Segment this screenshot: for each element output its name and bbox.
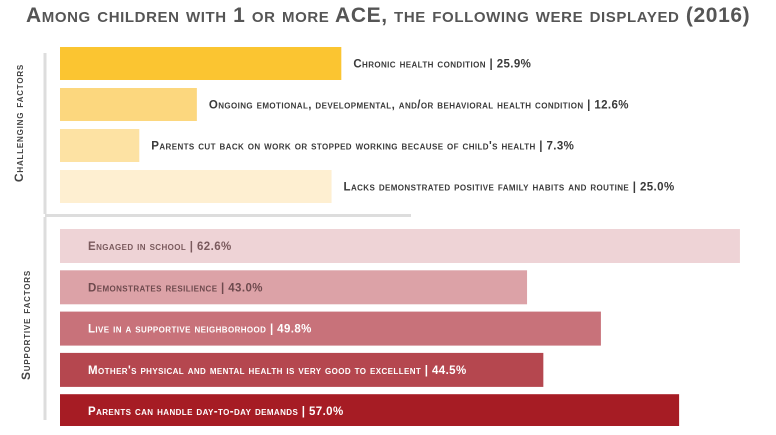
supportive-bar-2 (60, 311, 601, 346)
challenging-bar-2 (60, 129, 140, 162)
supportive-bar-label-1: Demonstrates resilience | 43.0% (88, 282, 263, 294)
supportive-bar-label-4: Parents can handle day-to-day demands | … (88, 406, 344, 418)
supportive-bar-3 (60, 352, 544, 387)
supportive-bar-4 (60, 394, 680, 426)
challenging-bar-label-2: Parents cut back on work or stopped work… (151, 141, 574, 153)
bars-layer (60, 47, 740, 426)
supportive-bar-label-0: Engaged in school | 62.6% (88, 241, 232, 253)
challenging-bar-label-1: Ongoing emotional, developmental, and/or… (209, 100, 629, 112)
supportive-bar-label-2: Live in a supportive neighborhood | 49.8… (88, 324, 312, 336)
supportive-bar-label-3: Mother's physical and mental health is v… (88, 365, 467, 377)
challenging-bar-1 (60, 88, 197, 121)
challenging-bar-label-0: Chronic health condition | 25.9% (353, 59, 531, 71)
bar-labels-layer: Chronic health condition | 25.9% Ongoing … (88, 59, 675, 419)
challenging-bar-label-3: Lacks demonstrated positive family habit… (344, 182, 675, 194)
challenging-bar-3 (60, 170, 332, 203)
supportive-bar-1 (60, 270, 528, 305)
supportive-bar-0 (60, 229, 740, 263)
chart-title: Among children with 1 or more ACE, the f… (26, 4, 751, 27)
challenging-bar-0 (60, 47, 342, 80)
bar-chart: Chronic health condition | 25.9% Ongoing … (43, 47, 740, 426)
